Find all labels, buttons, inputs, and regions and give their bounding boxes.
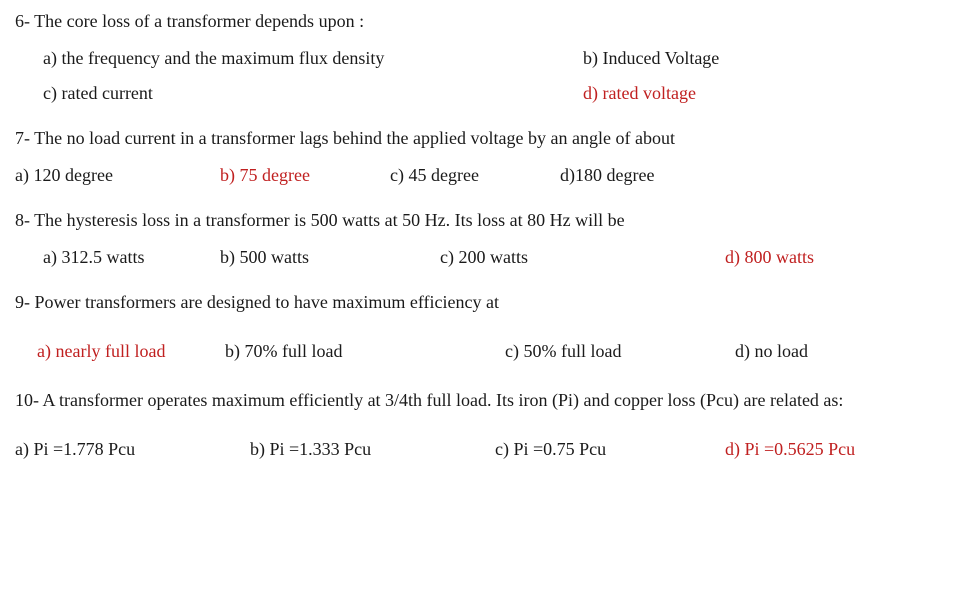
question-7-option-d: d)180 degree — [560, 162, 654, 189]
question-6: 6- The core loss of a transformer depend… — [15, 8, 964, 107]
question-9-text: 9- Power transformers are designed to ha… — [15, 289, 964, 316]
question-10-option-a: a) Pi =1.778 Pcu — [15, 436, 250, 463]
question-9: 9- Power transformers are designed to ha… — [15, 289, 964, 365]
question-10-option-d: d) Pi =0.5625 Pcu — [725, 436, 855, 463]
question-9-option-d: d) no load — [735, 338, 808, 365]
question-8-option-d: d) 800 watts — [725, 244, 814, 271]
question-7-text: 7- The no load current in a transformer … — [15, 125, 964, 152]
question-8-options: a) 312.5 watts b) 500 watts c) 200 watts… — [15, 244, 964, 271]
question-6-option-d: d) rated voltage — [583, 80, 696, 107]
question-8-text: 8- The hysteresis loss in a transformer … — [15, 207, 964, 234]
question-10-text: 10- A transformer operates maximum effic… — [15, 387, 964, 414]
question-9-option-a: a) nearly full load — [15, 338, 225, 365]
question-7-options: a) 120 degree b) 75 degree c) 45 degree … — [15, 162, 964, 189]
question-7-option-a: a) 120 degree — [15, 162, 220, 189]
question-6-text: 6- The core loss of a transformer depend… — [15, 8, 964, 35]
question-10: 10- A transformer operates maximum effic… — [15, 387, 964, 463]
question-7-option-c: c) 45 degree — [390, 162, 560, 189]
question-9-options: a) nearly full load b) 70% full load c) … — [15, 338, 964, 365]
question-10-option-c: c) Pi =0.75 Pcu — [495, 436, 725, 463]
question-7: 7- The no load current in a transformer … — [15, 125, 964, 189]
question-6-options-row-1: a) the frequency and the maximum flux de… — [15, 45, 964, 72]
question-7-option-b: b) 75 degree — [220, 162, 390, 189]
question-8-option-c: c) 200 watts — [440, 244, 725, 271]
question-9-option-b: b) 70% full load — [225, 338, 505, 365]
question-6-option-a: a) the frequency and the maximum flux de… — [43, 45, 583, 72]
question-6-option-c: c) rated current — [43, 80, 583, 107]
question-8-option-a: a) 312.5 watts — [15, 244, 220, 271]
question-8-option-b: b) 500 watts — [220, 244, 440, 271]
question-9-option-c: c) 50% full load — [505, 338, 735, 365]
question-10-options: a) Pi =1.778 Pcu b) Pi =1.333 Pcu c) Pi … — [15, 436, 964, 463]
question-10-option-b: b) Pi =1.333 Pcu — [250, 436, 495, 463]
question-6-options-row-2: c) rated current d) rated voltage — [15, 80, 964, 107]
question-8: 8- The hysteresis loss in a transformer … — [15, 207, 964, 271]
question-6-option-b: b) Induced Voltage — [583, 45, 719, 72]
